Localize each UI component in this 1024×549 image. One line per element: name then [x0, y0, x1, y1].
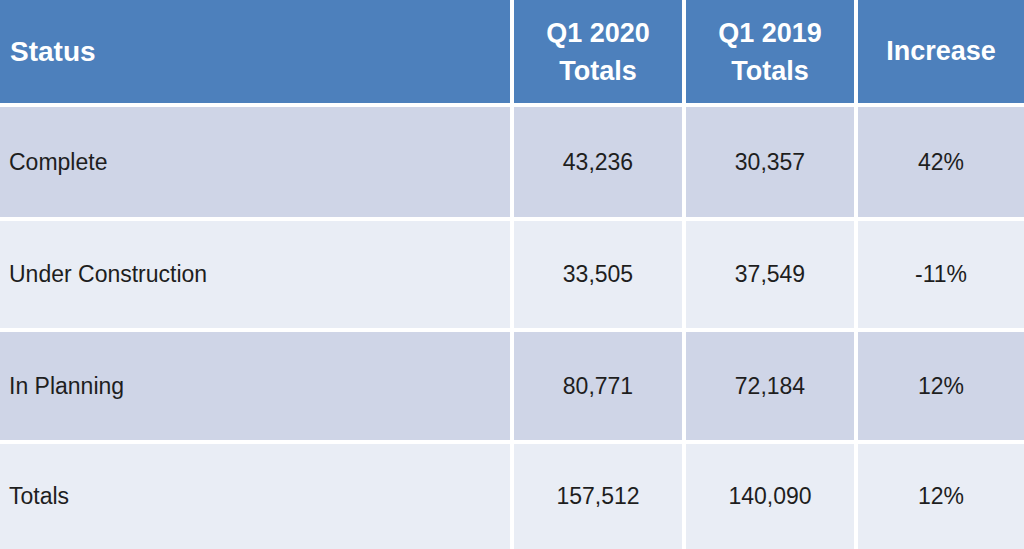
row-label-text: In Planning	[9, 373, 124, 400]
header-increase-label: Increase	[886, 36, 996, 67]
cell-value: 140,090	[728, 483, 811, 510]
cell-totals-q1-2019: 140,090	[686, 444, 854, 549]
cell-under-construction-q1-2019: 37,549	[686, 221, 854, 328]
cell-under-construction-increase: -11%	[858, 221, 1024, 328]
cell-under-construction-q1-2020: 33,505	[514, 221, 682, 328]
header-q1-2019-line2: Totals	[731, 52, 809, 90]
cell-value: 12%	[918, 373, 964, 400]
row-label-in-planning: In Planning	[0, 332, 510, 440]
cell-in-planning-q1-2019: 72,184	[686, 332, 854, 440]
cell-value: 12%	[918, 483, 964, 510]
cell-value: 72,184	[735, 373, 805, 400]
header-q1-2019-line1: Q1 2019	[718, 14, 822, 52]
row-label-text: Totals	[9, 483, 69, 510]
cell-complete-q1-2019: 30,357	[686, 107, 854, 217]
header-cell-status: Status	[0, 0, 510, 103]
cell-complete-q1-2020: 43,236	[514, 107, 682, 217]
cell-totals-increase: 12%	[858, 444, 1024, 549]
header-q1-2020-line1: Q1 2020	[546, 14, 650, 52]
cell-value: 157,512	[556, 483, 639, 510]
row-label-text: Complete	[9, 149, 107, 176]
cell-value: 42%	[918, 149, 964, 176]
cell-value: 80,771	[563, 373, 633, 400]
header-cell-q1-2020-totals: Q1 2020 Totals	[514, 0, 682, 103]
quarterly-status-table: Status Q1 2020 Totals Q1 2019 Totals Inc…	[0, 0, 1024, 549]
header-cell-increase: Increase	[858, 0, 1024, 103]
cell-value: 30,357	[735, 149, 805, 176]
row-label-complete: Complete	[0, 107, 510, 217]
cell-in-planning-q1-2020: 80,771	[514, 332, 682, 440]
cell-value: 33,505	[563, 261, 633, 288]
cell-totals-q1-2020: 157,512	[514, 444, 682, 549]
cell-value: 37,549	[735, 261, 805, 288]
row-label-text: Under Construction	[9, 261, 207, 288]
cell-complete-increase: 42%	[858, 107, 1024, 217]
header-q1-2020-line2: Totals	[559, 52, 637, 90]
cell-value: 43,236	[563, 149, 633, 176]
cell-value: -11%	[915, 261, 967, 288]
cell-in-planning-increase: 12%	[858, 332, 1024, 440]
header-status-label: Status	[10, 36, 96, 68]
row-label-under-construction: Under Construction	[0, 221, 510, 328]
row-label-totals: Totals	[0, 444, 510, 549]
header-cell-q1-2019-totals: Q1 2019 Totals	[686, 0, 854, 103]
